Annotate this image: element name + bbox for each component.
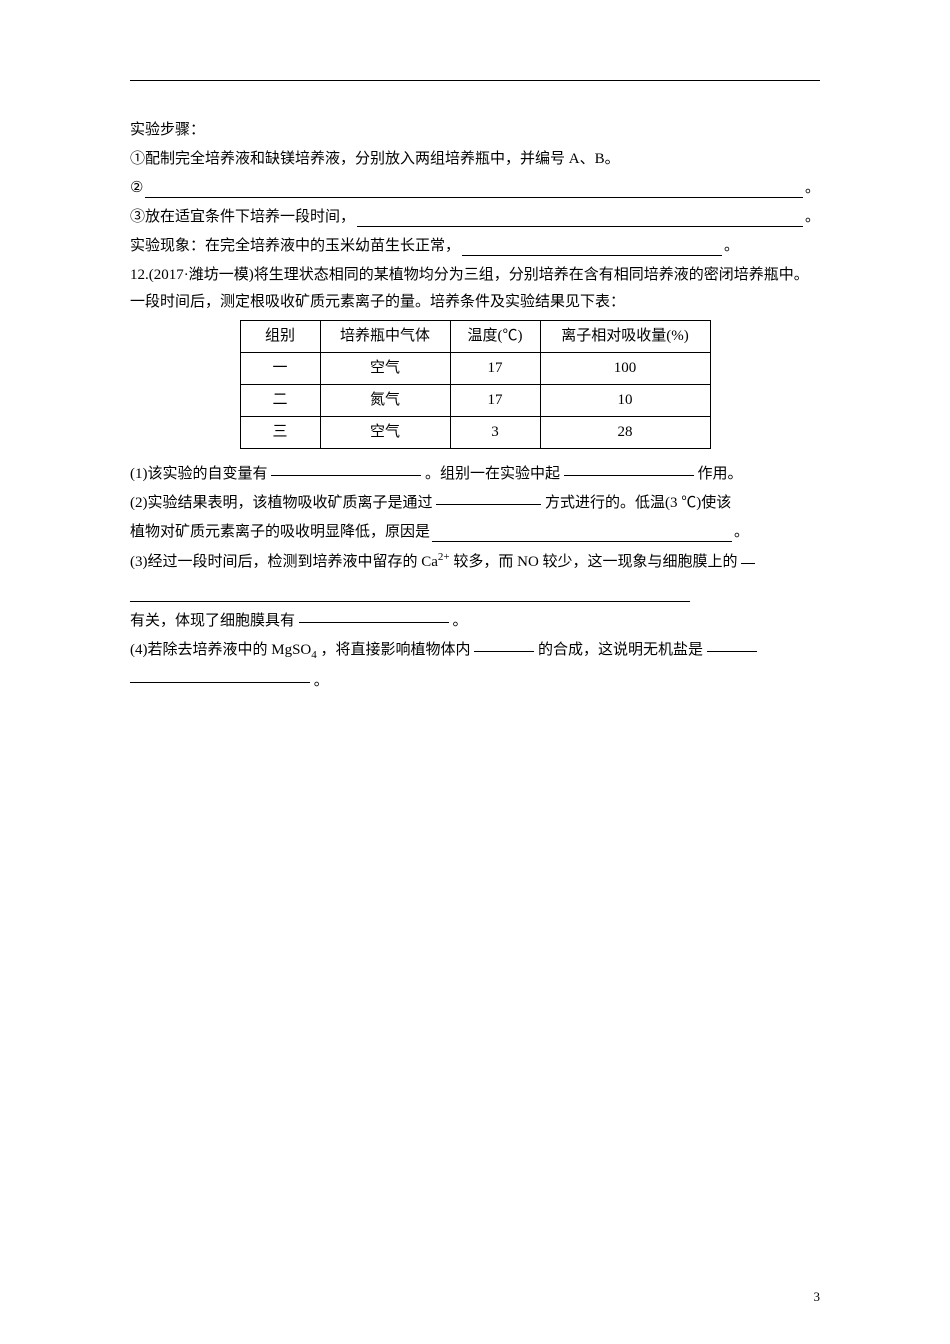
ca-charge: 2+ [438,551,450,563]
q12-intro: 12.(2017·潍坊一模)将生理状态相同的某植物均分为三组，分别培养在含有相同… [130,262,820,316]
page-number: 3 [814,1285,821,1308]
q1-blank1 [271,475,421,476]
end-punct: 。 [314,673,329,689]
cell: 一 [240,353,320,385]
q3-line1: (3)经过一段时间后，检测到培养液中留存的 Ca2+ 较多，而 NO 较少，这一… [130,548,820,576]
end-punct: 。 [805,175,820,202]
q3-end-blank [741,563,755,564]
data-table: 组别 培养瓶中气体 温度(℃) 离子相对吸收量(%) 一 空气 17 100 二… [240,320,711,449]
q4-line2: 。 [130,668,820,695]
q2-line2: 植物对矿质元素离子的吸收明显降低，原因是 。 [130,519,820,546]
q2-a: (2)实验结果表明，该植物吸收矿质离子是通过 [130,495,433,511]
th-group: 组别 [240,321,320,353]
q4-line2-blank [130,682,310,683]
q1-b: 。组别一在实验中起 [425,466,560,482]
q2-b: 方式进行的。低温(3 ℃)使该 [545,495,731,511]
phenomenon-line: 实验现象：在完全培养液中的玉米幼苗生长正常， 。 [130,233,820,260]
q3-blank-line [130,578,690,602]
step-3-prefix: ③放在适宜条件下培养一段时间， [130,204,355,231]
cell: 二 [240,385,320,417]
cell: 三 [240,417,320,449]
q3-b: 较多，而 NO 较少，这一现象与细胞膜上的 [453,554,737,570]
step-3-blank [357,226,803,227]
cell: 100 [540,353,710,385]
th-gas: 培养瓶中气体 [320,321,450,353]
q3-line3: 有关，体现了细胞膜具有 。 [130,608,820,635]
table-row: 二 氮气 17 10 [240,385,710,417]
q2-line2-blank [432,541,732,542]
q3-line3-a: 有关，体现了细胞膜具有 [130,613,295,629]
step-1: ①配制完全培养液和缺镁培养液，分别放入两组培养瓶中，并编号 A、B。 [130,146,820,173]
th-absorb: 离子相对吸收量(%) [540,321,710,353]
q4-a: (4)若除去培养液中的 MgSO [130,642,311,658]
cell: 空气 [320,353,450,385]
cell: 17 [450,353,540,385]
cell: 28 [540,417,710,449]
q4-b: ，将直接影响植物体内 [321,642,471,658]
table-row: 一 空气 17 100 [240,353,710,385]
q2-blank [436,504,541,505]
cell: 空气 [320,417,450,449]
step-2-prefix: ② [130,175,143,202]
step-2-blank [145,197,803,198]
top-rule [130,80,820,81]
end-punct: 。 [453,613,468,629]
q4-blank2 [707,651,757,652]
q2-line1: (2)实验结果表明，该植物吸收矿质离子是通过 方式进行的。低温(3 ℃)使该 [130,490,820,517]
cell: 3 [450,417,540,449]
q1-c: 作用。 [698,466,743,482]
q3-a: (3)经过一段时间后，检测到培养液中留存的 Ca [130,554,438,570]
end-punct: 。 [805,204,820,231]
step-3-line: ③放在适宜条件下培养一段时间， 。 [130,204,820,231]
q3-line3-blank [299,622,449,623]
q4-c: 的合成，这说明无机盐是 [538,642,703,658]
phenomenon-prefix: 实验现象：在完全培养液中的玉米幼苗生长正常， [130,233,460,260]
end-punct: 。 [734,519,749,546]
q1-blank2 [564,475,694,476]
cell: 氮气 [320,385,450,417]
cell: 10 [540,385,710,417]
q1-line: (1)该实验的自变量有 。组别一在实验中起 作用。 [130,461,820,488]
steps-title: 实验步骤： [130,117,820,144]
q1-a: (1)该实验的自变量有 [130,466,268,482]
q4-blank1 [474,651,534,652]
phenomenon-blank [462,255,722,256]
cell: 17 [450,385,540,417]
q2-line2-a: 植物对矿质元素离子的吸收明显降低，原因是 [130,519,430,546]
so4-sub: 4 [311,649,317,661]
step-2-line: ② 。 [130,175,820,202]
q4-line1: (4)若除去培养液中的 MgSO4 ，将直接影响植物体内 的合成，这说明无机盐是 [130,637,820,666]
table-row: 三 空气 3 28 [240,417,710,449]
th-temp: 温度(℃) [450,321,540,353]
end-punct: 。 [724,233,739,260]
table-header-row: 组别 培养瓶中气体 温度(℃) 离子相对吸收量(%) [240,321,710,353]
